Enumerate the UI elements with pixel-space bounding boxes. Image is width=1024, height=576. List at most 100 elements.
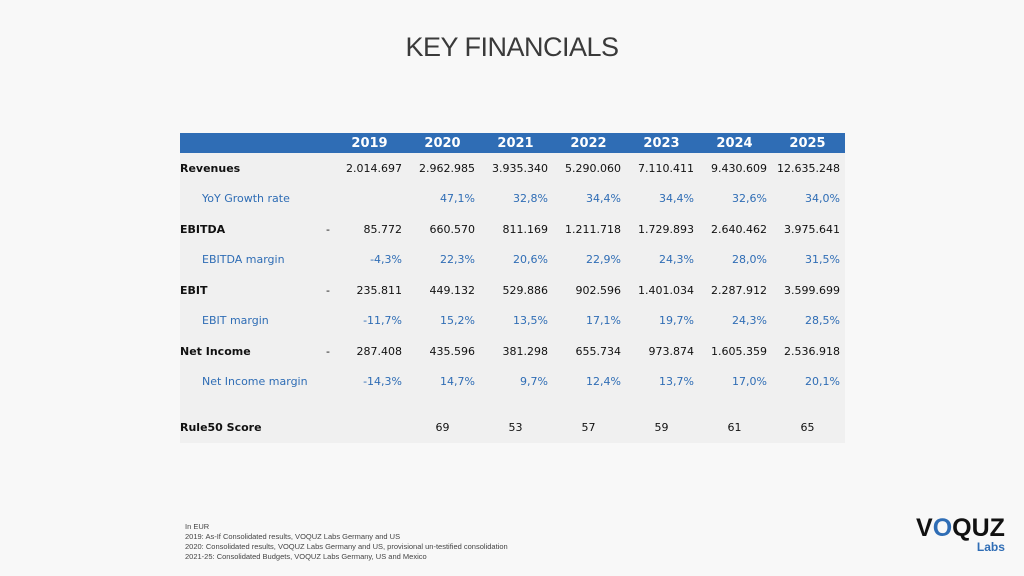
table-cell: 13,7% [625,375,698,388]
table-cell: 1.401.034 [625,284,698,297]
row-label: YoY Growth rate [202,192,290,206]
footnotes: In EUR 2019: As-If Consolidated results,… [185,522,508,562]
table-cell: 13,5% [479,314,552,327]
table-row: EBITDA margin -4,3% 22,3% 20,6% 22,9% 24,3% 28… [180,245,845,276]
cell-value: 28,5% [805,314,840,328]
table-cell: 47,1% [406,192,479,205]
cell-value: 9,7% [520,375,548,389]
table-cell: 32,8% [479,192,552,205]
cell-value: 34,0% [805,192,840,206]
cell-value: 32,6% [732,192,767,206]
table-cell: 20,6% [479,253,552,266]
table-cell: 17,1% [552,314,625,327]
table-row: EBIT - 235.811 449.132 529.886 902.596 1.401.0… [180,275,845,306]
score-cell: 69 [435,420,450,434]
cell-value: 85.772 [363,222,403,236]
table-cell: -4,3% [333,253,406,266]
cell-value: 449.132 [429,283,476,297]
table-row: Net Income - 287.408 435.596 381.298 655.734 9… [180,336,845,367]
cell-value: -4,3% [370,253,402,267]
score-cell: 53 [508,420,523,434]
cell-value: 34,4% [659,192,694,206]
table-cell: 5.290.060 [552,162,625,175]
table-cell: 1.729.893 [625,223,698,236]
table-row: Revenues 2.014.697 2.962.985 3.935.340 5.290… [180,153,845,184]
score-cell: 57 [581,420,596,434]
table-cell: 3.935.340 [479,162,552,175]
negative-dash: - [326,283,330,297]
cell-value: 3.935.340 [492,161,548,175]
row-label: EBIT margin [202,314,269,328]
row-label: EBITDA [180,222,226,236]
footnote: 2019: As-If Consolidated results, VOQUZ … [185,532,401,541]
table-header: 2019 2020 2021 2022 2023 2024 2025 [180,133,845,153]
table-cell: 529.886 [479,284,552,297]
table-cell: 12,4% [552,375,625,388]
cell-value: 24,3% [659,253,694,267]
table-cell: 20,1% [771,375,844,388]
cell-value: 1.729.893 [638,222,694,236]
year-header: 2025 [789,135,826,151]
year-header: 2021 [497,135,534,151]
row-label: EBITDA margin [202,253,285,267]
cell-value: -11,7% [363,314,402,328]
score-cell [333,421,406,434]
table-cell: 3.599.699 [771,284,844,297]
cell-value: 3.599.699 [784,283,840,297]
year-header: 2024 [716,135,753,151]
cell-value: 2.014.697 [346,161,402,175]
table-cell: -14,3% [333,375,406,388]
table-cell: 811.169 [479,223,552,236]
table-cell: 973.874 [625,345,698,358]
row-label: Net Income [180,344,251,358]
table-row: EBITDA - 85.772 660.570 811.169 1.211.718 1.72… [180,214,845,245]
cell-value: 28,0% [732,253,767,267]
table-row-rule50: Rule50 Score 69 53 57 59 61 65 [180,412,845,443]
table-cell: 31,5% [771,253,844,266]
footnote: 2021-25: Consolidated Budgets, VOQUZ Lab… [185,552,427,561]
table-row: YoY Growth rate 47,1% 32,8% 34,4% 34,4% 32,6%… [180,184,845,215]
cell-value: 12.635.248 [777,161,840,175]
table-row: Net Income margin -14,3% 14,7% 9,7% 12,4% 13,… [180,367,845,398]
table-cell: 15,2% [406,314,479,327]
cell-value: 20,6% [513,253,548,267]
table-cell: 34,4% [625,192,698,205]
table-cell: 9,7% [479,375,552,388]
cell-value: 811.169 [502,222,549,236]
table-cell: - 287.408 [326,345,406,358]
cell-value: 13,5% [513,314,548,328]
table-cell: 17,0% [698,375,771,388]
year-header: 2019 [351,135,388,151]
financials-table: 2019 2020 2021 2022 2023 2024 2025 Revenues 2.0… [180,133,845,443]
cell-value: 655.734 [575,344,622,358]
cell-value: 660.570 [429,222,476,236]
cell-value: 529.886 [502,283,549,297]
table-cell: 22,9% [552,253,625,266]
cell-value: 973.874 [648,344,695,358]
table-cell: 2.962.985 [406,162,479,175]
cell-value: 235.811 [356,283,403,297]
table-cell: 32,6% [698,192,771,205]
table-cell: 12.635.248 [771,162,844,175]
cell-value: 3.975.641 [784,222,840,236]
score-cell: 61 [727,420,742,434]
cell-value: 9.430.609 [711,161,767,175]
table-row: EBIT margin -11,7% 15,2% 13,5% 17,1% 19,7% 24,… [180,306,845,337]
cell-value: 1.605.359 [711,344,767,358]
cell-value: 13,7% [659,375,694,389]
table-cell: 2.536.918 [771,345,844,358]
score-cell: 59 [654,420,669,434]
table-cell: 3.975.641 [771,223,844,236]
table-cell: 435.596 [406,345,479,358]
table-cell: 2.640.462 [698,223,771,236]
voquz-logo: VOQUZ Labs [916,514,1005,554]
score-cell: 65 [800,420,815,434]
year-header: 2020 [424,135,461,151]
cell-value: 17,0% [732,375,767,389]
table-cell: 28,5% [771,314,844,327]
table-cell: 24,3% [698,314,771,327]
footnote: 2020: Consolidated results, VOQUZ Labs G… [185,542,508,551]
cell-value: 22,3% [440,253,475,267]
cell-value: 20,1% [805,375,840,389]
cell-value: 14,7% [440,375,475,389]
